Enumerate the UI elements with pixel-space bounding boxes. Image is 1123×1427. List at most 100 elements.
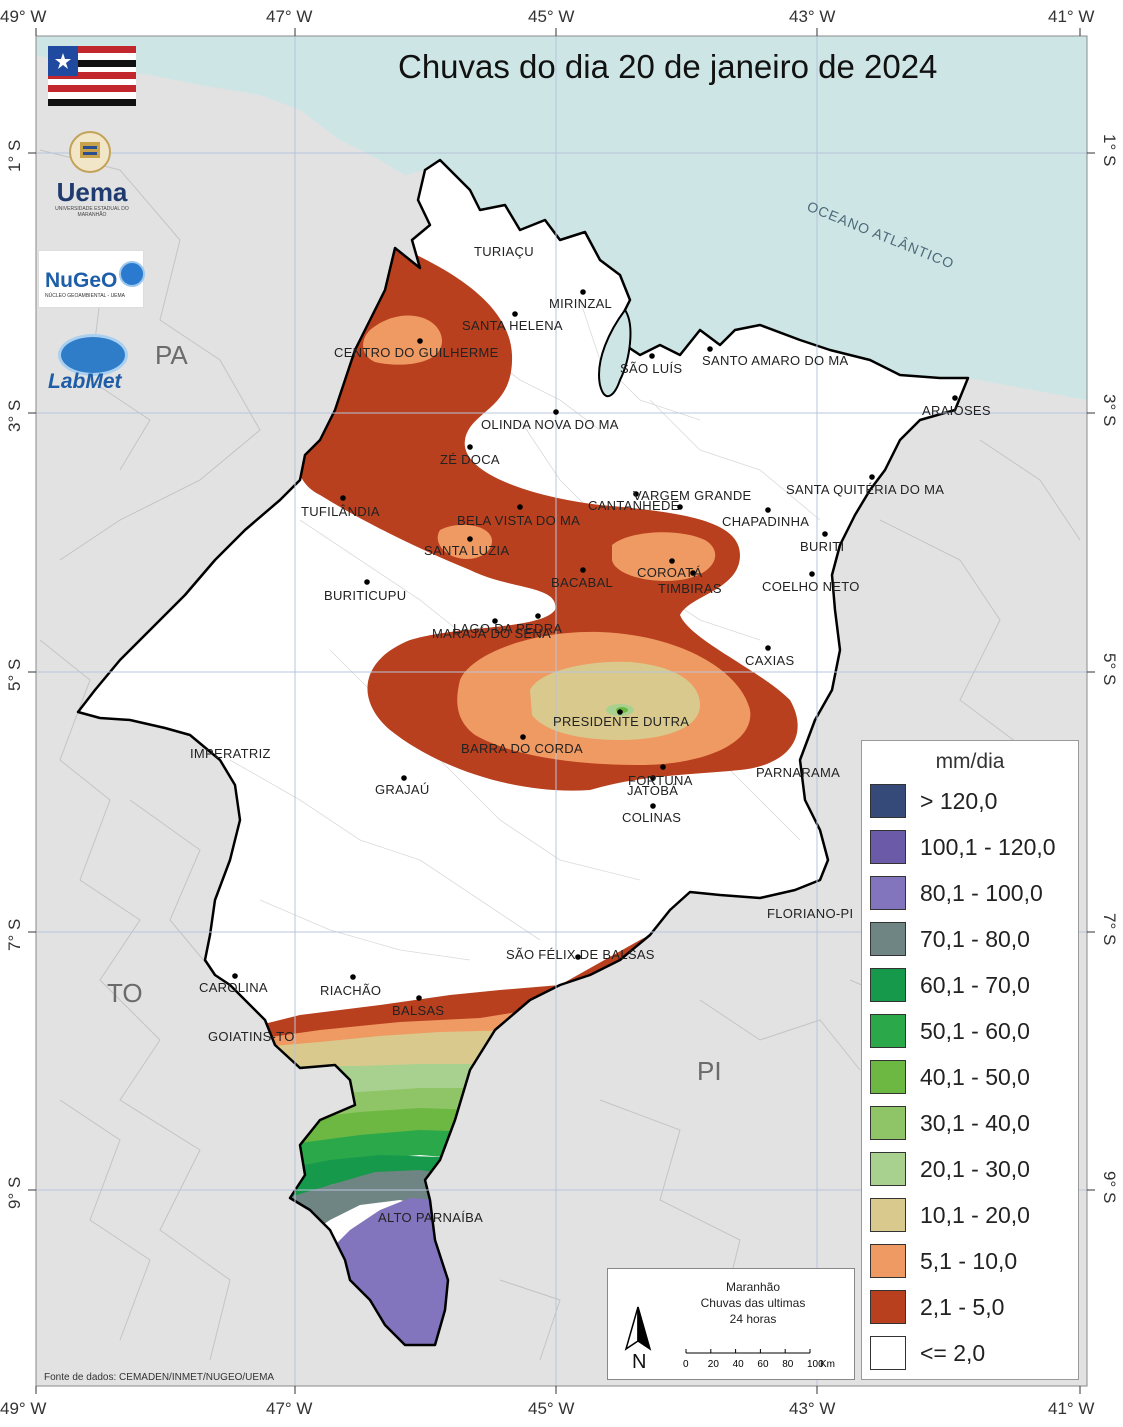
legend-swatch (870, 1336, 906, 1370)
city-label: VARGEM GRANDE (633, 488, 752, 503)
info-line: Chuvas das ultimas (700, 1296, 806, 1310)
scale-tick-label: 100 (807, 1359, 824, 1370)
contour-5-10-santaluzia (437, 524, 493, 560)
legend-item: 100,1 - 120,0 (870, 829, 1056, 865)
city-label: TURIAÇU (474, 244, 534, 259)
city-dot (364, 579, 370, 585)
city-dot (492, 618, 498, 624)
city-dot (340, 495, 346, 501)
ocean-area (36, 36, 1087, 400)
city-dot (517, 504, 523, 510)
legend-item: 5,1 - 10,0 (870, 1243, 1017, 1279)
contour-5-10-guilherme (363, 315, 443, 365)
legend-item: <= 2,0 (870, 1335, 985, 1371)
city-label: MIRINZAL (549, 296, 612, 311)
state-label-pi: PI (697, 1056, 722, 1086)
legend-swatch (870, 830, 906, 864)
city-label: SANTA QUITÉRIA DO MA (786, 482, 944, 497)
city-label: FLORIANO-PI (767, 906, 853, 921)
city-dot (822, 531, 828, 537)
city-dot (617, 709, 623, 715)
lat-label: 1° S (1100, 134, 1119, 166)
legend-swatch (870, 1060, 906, 1094)
legend-label: 10,1 - 20,0 (920, 1201, 1030, 1228)
legend-label: 80,1 - 100,0 (920, 879, 1043, 906)
city-label: BALSAS (392, 1003, 444, 1018)
city-label: COROATÁ (637, 565, 702, 580)
frame-ticks (28, 28, 1095, 1394)
lat-label: 3° S (5, 400, 24, 432)
city-dot (416, 995, 422, 1001)
right-latitude-labels: 1° S 3° S 5° S 7° S 9° S (1100, 134, 1119, 1203)
legend-swatch (870, 1290, 906, 1324)
city-dot (401, 775, 407, 781)
city-dot (633, 491, 639, 497)
scale-tick-label: 0 (683, 1359, 689, 1370)
city-dot (765, 645, 771, 651)
legend-label: 70,1 - 80,0 (920, 925, 1030, 952)
legend-label: 20,1 - 30,0 (920, 1155, 1030, 1182)
legend-swatch (870, 1244, 906, 1278)
city-label: BELA VISTA DO MA (457, 513, 580, 528)
lat-label: 9° S (5, 1177, 24, 1209)
city-label: JATOBÁ (627, 783, 678, 798)
city-label: OLINDA NOVA DO MA (481, 417, 619, 432)
legend-item: > 120,0 (870, 783, 997, 819)
contour-2-5-south (240, 900, 760, 1060)
contour-5-10-coroata (612, 532, 716, 581)
legend-swatch (870, 1014, 906, 1048)
city-label: SANTA HELENA (462, 318, 563, 333)
city-label: COELHO NETO (762, 579, 860, 594)
lat-label: 1° S (5, 140, 24, 172)
maranhao-outline (76, 158, 970, 1347)
nugeo-subtitle: NÚCLEO GEOAMBIENTAL - UEMA (45, 293, 126, 299)
city-dots (232, 289, 958, 1001)
city-label: LAGO DA PEDRA (453, 621, 562, 636)
lon-label: 41° W (1048, 1399, 1094, 1418)
legend-swatch (870, 784, 906, 818)
contour-10-20-central (530, 661, 700, 740)
lon-label: 47° W (266, 1399, 312, 1418)
uema-logo: Uema UNIVERSIDADE ESTADUAL DO MARANHÃO (50, 178, 134, 218)
legend-title: mm/dia (935, 750, 1005, 773)
legend-label: 100,1 - 120,0 (920, 833, 1056, 860)
uema-subtitle: UNIVERSIDADE ESTADUAL DO MARANHÃO (55, 206, 129, 218)
info-box-title: Maranhão Chuvas das ultimas 24 horas (668, 1279, 838, 1327)
lon-label: 49° W (0, 1399, 46, 1418)
legend-item: 70,1 - 80,0 (870, 921, 1030, 957)
map-title: Chuvas do dia 20 de janeiro de 2024 (398, 48, 938, 85)
legend-swatch (870, 876, 906, 910)
city-dot (553, 409, 559, 415)
city-dot (417, 338, 423, 344)
scale-tick-label: 60 (757, 1359, 769, 1370)
city-dot (535, 613, 541, 619)
city-labels: TURIAÇU MIRINZAL SANTA HELENA CENTRO DO GUI… (190, 244, 991, 1225)
city-label: SÃO LUÍS (620, 361, 682, 376)
city-dot (580, 567, 586, 573)
scale-unit: Km (820, 1359, 835, 1370)
city-label: ZÉ DOCA (440, 452, 500, 467)
city-dot (690, 570, 696, 576)
city-dot (232, 973, 238, 979)
city-dot (512, 311, 518, 317)
city-label: BACABAL (551, 575, 613, 590)
city-label: CAXIAS (745, 653, 795, 668)
city-label: CHAPADINHA (722, 514, 809, 529)
city-dot (707, 346, 713, 352)
city-label: BURITI (800, 539, 844, 554)
lon-label: 43° W (789, 1399, 835, 1418)
nugeo-logo: NuGeO NÚCLEO GEOAMBIENTAL - UEMA (38, 250, 145, 308)
uema-seal-icon (69, 131, 111, 173)
city-dot (809, 571, 815, 577)
legend-item: 10,1 - 20,0 (870, 1197, 1030, 1233)
city-label: ALTO PARNAÍBA (378, 1210, 483, 1225)
city-dot (580, 289, 586, 295)
lon-label: 41° W (1048, 7, 1094, 26)
city-label: PRESIDENTE DUTRA (553, 714, 689, 729)
city-label: COLINAS (622, 810, 681, 825)
uema-wordmark: Uema (56, 177, 128, 207)
legend-swatch (870, 1106, 906, 1140)
city-label: SANTA LUZIA (424, 543, 509, 558)
info-box: Maranhão Chuvas das ultimas 24 horas N 0… (607, 1268, 855, 1380)
